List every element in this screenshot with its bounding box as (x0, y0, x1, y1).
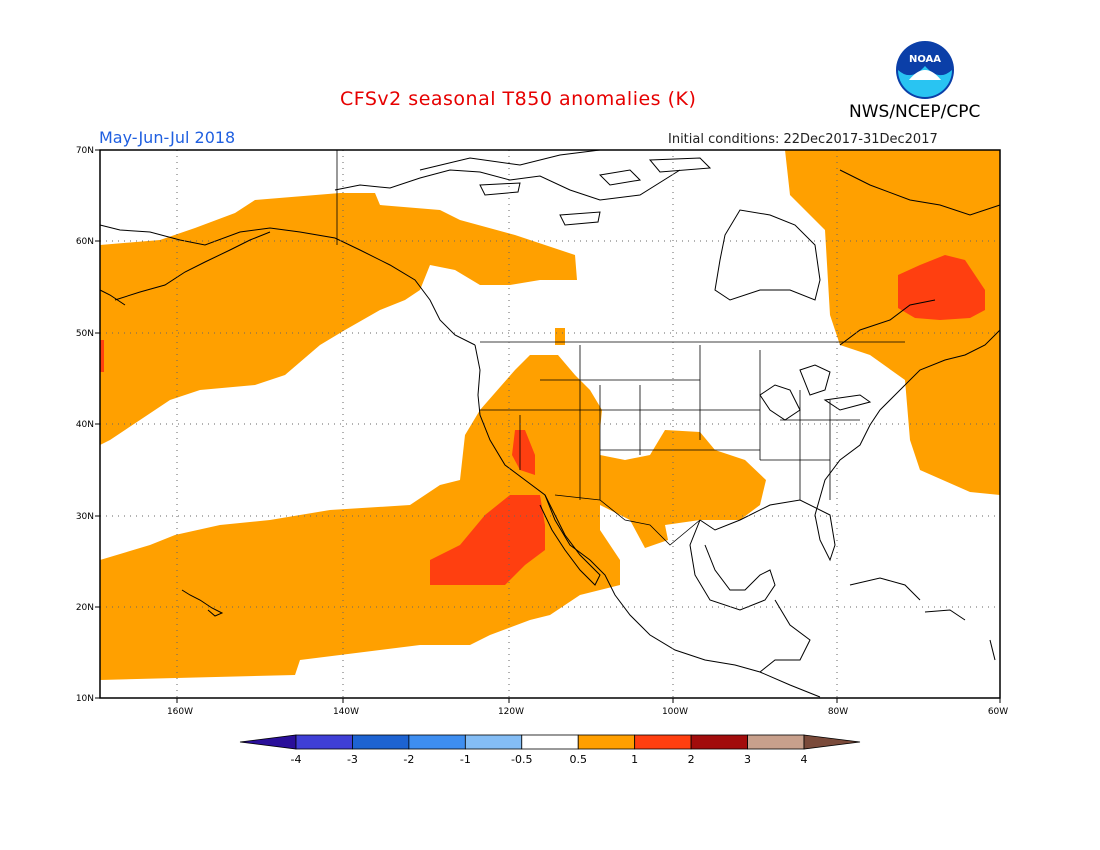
colorbar-label: 1 (631, 753, 638, 766)
lon-label-60w: 60W (988, 707, 1008, 717)
lat-label-60n: 60N (76, 237, 94, 247)
lon-label-140w: 140W (333, 707, 359, 717)
colorbar-box (747, 734, 805, 750)
lat-label-20n: 20N (76, 603, 94, 613)
map-title: CFSv2 seasonal T850 anomalies (K) (340, 88, 697, 110)
lat-label-30n: 30N (76, 512, 94, 522)
noaa-logo: NOAA (896, 41, 954, 99)
coastlines (99, 149, 1001, 698)
initial-conditions: Initial conditions: 22Dec2017-31Dec2017 (668, 132, 938, 147)
lat-label-50n: 50N (76, 329, 94, 339)
colorbar-label: -0.5 (511, 753, 532, 766)
lat-labels: 70N 60N 50N 40N 30N 20N 10N (76, 146, 94, 704)
lon-label-120w: 120W (498, 707, 524, 717)
political-borders (336, 150, 905, 546)
colorbar-label: -2 (403, 753, 414, 766)
colorbar-label: 4 (801, 753, 808, 766)
lon-labels: 160W 140W 120W 100W 80W 60W (167, 707, 1008, 717)
lat-lon-grid (100, 150, 1000, 698)
colorbar-box (352, 734, 410, 750)
lon-label-80w: 80W (828, 707, 848, 717)
anomaly-fill-orange (100, 150, 1000, 680)
lat-label-70n: 70N (76, 146, 94, 156)
svg-text:NOAA: NOAA (909, 54, 941, 65)
colorbar-label: -1 (460, 753, 471, 766)
colorbar-label: -4 (291, 753, 302, 766)
colorbar-box (577, 734, 636, 750)
lon-label-160w: 160W (167, 707, 193, 717)
colorbar-label: 2 (688, 753, 695, 766)
color-scale-bar: -4 -3 -2 -1 -0.5 0.5 1 2 3 4 (239, 734, 861, 766)
colorbar-arrow-low (239, 734, 297, 750)
colorbar-box (690, 734, 748, 750)
colorbar-label: 3 (744, 753, 751, 766)
agency-label: NWS/NCEP/CPC (849, 102, 981, 122)
anomaly-fill-red (100, 255, 985, 585)
colorbar-label: 0.5 (569, 753, 587, 766)
colorbar-box (634, 734, 692, 750)
lat-label-40n: 40N (76, 420, 94, 430)
colorbar-arrow-high (803, 734, 861, 750)
forecast-period: May-Jun-Jul 2018 (99, 128, 236, 147)
colorbar-box (408, 734, 466, 750)
colorbar-box (295, 734, 353, 750)
lat-label-10n: 10N (76, 694, 94, 704)
colorbar-label: -3 (347, 753, 358, 766)
lon-label-100w: 100W (662, 707, 688, 717)
colorbar-box (464, 734, 523, 750)
axis-ticks (95, 149, 1001, 703)
colorbar-box (521, 734, 579, 750)
